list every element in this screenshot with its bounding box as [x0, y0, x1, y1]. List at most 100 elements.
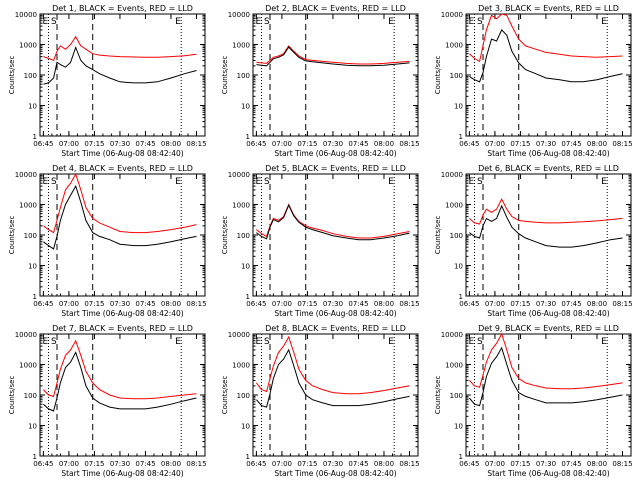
series-line	[256, 203, 410, 241]
y-axis-label: Counts/sec	[221, 216, 229, 255]
x-tick-label: 08:15	[399, 300, 419, 308]
y-axis-label: Counts/sec	[8, 376, 16, 415]
marker-label: S	[477, 337, 483, 347]
marker-label: E	[175, 337, 181, 347]
y-tick-label: 10000	[15, 171, 37, 179]
x-tick-label: 08:15	[186, 300, 206, 308]
series-line	[256, 46, 410, 67]
x-tick-label: 08:00	[587, 300, 607, 308]
marker-label: E	[256, 337, 262, 347]
chart-title: Det 3, BLACK = Events, RED = LLD	[478, 4, 619, 13]
chart-panel: 1 10 100 1000 10000 06:45 07:00 07:15 07:30 07:45…	[8, 4, 207, 158]
y-tick-label: 10000	[15, 331, 37, 339]
series-line	[469, 332, 623, 390]
x-tick-label: 08:00	[587, 140, 607, 148]
x-tick-label: 07:00	[272, 140, 292, 148]
chart-panel: 1 10 100 1000 10000 06:45 07:00 07:15 07:30 07:45…	[221, 164, 420, 318]
x-tick-label: 07:00	[59, 300, 79, 308]
x-tick-label: 07:45	[561, 140, 581, 148]
x-axis-label: Start Time (06-Aug-08 08:42:40)	[274, 469, 396, 478]
x-tick-label: 07:45	[348, 460, 368, 468]
marker-label: E	[43, 17, 49, 27]
y-axis-label: Counts/sec	[434, 56, 442, 95]
chart-title: Det 5, BLACK = Events, RED = LLD	[265, 164, 406, 173]
x-tick-label: 06:45	[459, 140, 479, 148]
marker-label: E	[175, 17, 181, 27]
x-tick-label: 07:30	[536, 460, 556, 468]
x-tick-label: 08:00	[161, 300, 181, 308]
chart-panel: 1 10 100 1000 10000 06:45 07:00 07:15 07:30 07:45…	[221, 4, 420, 158]
y-tick-label: 100	[237, 232, 250, 240]
x-axis-label: Start Time (06-Aug-08 08:42:40)	[274, 149, 396, 158]
x-tick-label: 06:45	[459, 300, 479, 308]
x-tick-label: 07:30	[323, 460, 343, 468]
chart-title: Det 1, BLACK = Events, RED = LLD	[52, 4, 193, 13]
x-axis-label: Start Time (06-Aug-08 08:42:40)	[274, 309, 396, 318]
marker-label: E	[388, 177, 394, 187]
y-tick-label: 1000	[445, 362, 463, 370]
y-tick-label: 1	[33, 293, 37, 301]
y-tick-label: 1000	[445, 42, 463, 50]
y-tick-label: 1000	[232, 202, 250, 210]
x-tick-label: 07:30	[110, 300, 130, 308]
y-axis-label: Counts/sec	[221, 56, 229, 95]
y-tick-label: 1000	[19, 42, 37, 50]
x-tick-label: 06:45	[459, 460, 479, 468]
marker-label: E	[256, 177, 262, 187]
y-tick-label: 1	[459, 453, 463, 461]
chart-panel: 1 10 100 1000 10000 06:45 07:00 07:15 07:30 07:45…	[8, 324, 207, 478]
x-tick-label: 07:15	[84, 460, 104, 468]
y-tick-label: 10	[454, 263, 463, 271]
y-tick-label: 10	[454, 423, 463, 431]
x-tick-label: 07:00	[272, 460, 292, 468]
x-tick-label: 08:00	[374, 460, 394, 468]
marker-label: E	[469, 17, 475, 27]
y-tick-label: 1	[246, 133, 250, 141]
x-tick-label: 08:00	[161, 460, 181, 468]
marker-label: E	[469, 337, 475, 347]
x-tick-label: 07:30	[536, 140, 556, 148]
x-tick-label: 06:45	[33, 300, 53, 308]
x-tick-label: 06:45	[33, 460, 53, 468]
marker-label: S	[264, 177, 270, 187]
x-tick-label: 07:00	[485, 300, 505, 308]
y-tick-label: 100	[24, 392, 37, 400]
series-line	[43, 46, 197, 85]
x-tick-label: 07:45	[135, 460, 155, 468]
marker-label: E	[469, 177, 475, 187]
x-tick-label: 06:45	[246, 300, 266, 308]
y-tick-label: 1	[459, 293, 463, 301]
x-tick-label: 07:15	[297, 140, 317, 148]
series-line	[469, 204, 623, 248]
y-tick-label: 1	[246, 453, 250, 461]
x-tick-label: 07:30	[323, 140, 343, 148]
y-tick-label: 10000	[228, 331, 250, 339]
y-tick-label: 10	[241, 103, 250, 111]
x-tick-label: 07:30	[323, 300, 343, 308]
x-tick-label: 07:00	[59, 140, 79, 148]
y-tick-label: 100	[24, 232, 37, 240]
y-tick-label: 10000	[228, 11, 250, 19]
y-tick-label: 100	[450, 392, 463, 400]
x-tick-label: 07:00	[485, 140, 505, 148]
x-tick-label: 07:30	[110, 460, 130, 468]
chart-panel: 1 10 100 1000 10000 06:45 07:00 07:15 07:30 07:45…	[434, 324, 633, 478]
x-tick-label: 08:00	[374, 140, 394, 148]
y-tick-label: 1000	[19, 202, 37, 210]
marker-label: E	[388, 337, 394, 347]
chart-title: Det 4, BLACK = Events, RED = LLD	[52, 164, 193, 173]
y-tick-label: 10	[28, 263, 37, 271]
y-tick-label: 1	[33, 453, 37, 461]
marker-label: E	[256, 17, 262, 27]
y-tick-label: 100	[237, 392, 250, 400]
series-line	[43, 172, 197, 234]
y-tick-label: 10	[241, 423, 250, 431]
marker-label: S	[51, 337, 57, 347]
x-axis-label: Start Time (06-Aug-08 08:42:40)	[487, 149, 609, 158]
y-tick-label: 100	[237, 72, 250, 80]
x-axis-label: Start Time (06-Aug-08 08:42:40)	[61, 469, 183, 478]
marker-label: E	[601, 177, 607, 187]
marker-label: S	[264, 17, 270, 27]
x-axis-label: Start Time (06-Aug-08 08:42:40)	[487, 309, 609, 318]
